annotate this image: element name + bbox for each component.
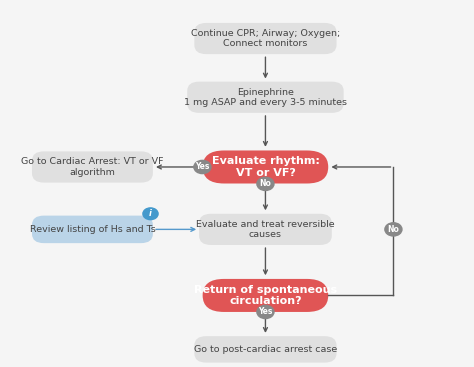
FancyBboxPatch shape [187,82,344,113]
Text: Yes: Yes [258,308,273,316]
Text: Go to Cardiac Arrest: VT or VF
algorithm: Go to Cardiac Arrest: VT or VF algorithm [21,157,164,177]
FancyBboxPatch shape [32,151,153,182]
Text: Evaluate and treat reversible
causes: Evaluate and treat reversible causes [196,220,335,239]
FancyBboxPatch shape [203,150,328,184]
Text: Review listing of Hs and Ts: Review listing of Hs and Ts [29,225,155,234]
FancyBboxPatch shape [32,215,153,243]
Circle shape [257,177,274,190]
Circle shape [257,305,274,319]
Text: Return of spontaneous
circulation?: Return of spontaneous circulation? [194,285,337,306]
Text: No: No [387,225,400,234]
FancyBboxPatch shape [199,214,332,245]
Text: Go to post-cardiac arrest case: Go to post-cardiac arrest case [194,345,337,354]
Text: Epinephrine
1 mg ASAP and every 3-5 minutes: Epinephrine 1 mg ASAP and every 3-5 minu… [184,88,347,107]
Circle shape [194,160,211,174]
FancyBboxPatch shape [203,279,328,312]
Text: i: i [149,209,152,218]
Circle shape [385,223,402,236]
Text: Continue CPR; Airway; Oxygen;
Connect monitors: Continue CPR; Airway; Oxygen; Connect mo… [191,29,340,48]
Text: Yes: Yes [195,163,210,171]
Text: No: No [259,179,272,188]
Text: Evaluate rhythm:
VT or VF?: Evaluate rhythm: VT or VF? [211,156,319,178]
FancyBboxPatch shape [194,23,337,54]
Circle shape [143,208,158,219]
FancyBboxPatch shape [194,336,337,363]
